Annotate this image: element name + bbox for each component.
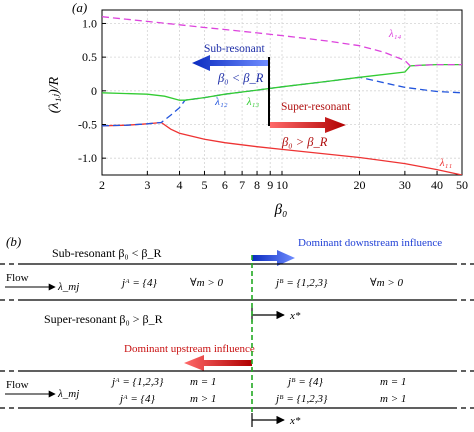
- x-tick-label: 10: [276, 178, 288, 192]
- x-tick-label: 2: [99, 178, 105, 192]
- chart-grid: [101, 10, 463, 175]
- subresonant-condition: β₀ < β_R: [217, 71, 264, 85]
- y-tick-label: 1.0: [82, 16, 97, 30]
- super-jB-1: jᴮ = {4}: [286, 376, 323, 388]
- series-label-4: λ₁₄: [388, 28, 402, 40]
- superresonant-arrow: [270, 117, 346, 133]
- superresonant-title: Super-resonant: [281, 101, 351, 113]
- x-tick-label: 4: [177, 178, 183, 192]
- subresonant-heading: Sub-resonant β₀ < β_R: [52, 246, 162, 260]
- super-jA-2: jᴬ = {4}: [118, 393, 155, 405]
- panel-b-schematic: (b) Sub-resonant β₀ < β_R Dominant downs…: [0, 234, 474, 427]
- y-tick-label: 0.5: [82, 50, 97, 64]
- sub-jB: jᴮ = {1,2,3}: [274, 277, 328, 289]
- super-m-right-1: m = 1: [380, 376, 406, 388]
- x-tick-label: 8: [254, 178, 260, 192]
- panel-a-chart: (a) 2 3 4 5 6 7 8 9 10 20 30 40 50 1.0 0.5 0 -0.5 -1.0 λ₁…: [47, 0, 468, 218]
- x-axis-label: β₀: [274, 202, 288, 218]
- super-lambda-label: λ_mj: [57, 388, 79, 400]
- upstream-arrow: [184, 355, 252, 371]
- superresonant-condition: β₀ > β_R: [281, 135, 328, 149]
- super-flow-label: Flow: [6, 379, 29, 391]
- x-tick-label: 50: [456, 178, 468, 192]
- x-tick-label: 40: [431, 178, 443, 192]
- y-axis-label: (λ₁ⱼ)/R: [47, 76, 62, 113]
- sub-forall-right: ∀m > 0: [370, 277, 404, 289]
- sub-forall-left: ∀m > 0: [190, 277, 224, 289]
- sub-lambda-label: λ_mj: [57, 281, 79, 293]
- series-label-3: λ₁₃: [246, 96, 260, 108]
- subresonant-title: Sub-resonant: [204, 43, 265, 55]
- x-tick-label: 30: [399, 178, 411, 192]
- superresonant-heading: Super-resonant β₀ > β_R: [44, 312, 163, 326]
- super-m-2: m > 1: [190, 393, 216, 405]
- y-tick-label: -1.0: [78, 151, 97, 165]
- x-tick-label: 6: [222, 178, 228, 192]
- subresonant-arrow: [192, 55, 268, 71]
- sub-xstar-label: x*: [289, 310, 301, 322]
- sub-flow-label: Flow: [6, 272, 29, 284]
- panel-b-label: (b): [6, 234, 21, 249]
- chart-ticks: [101, 22, 463, 175]
- super-m-right-2: m > 1: [380, 393, 406, 405]
- sub-jA: jᴬ = {4}: [120, 277, 157, 289]
- panel-a-label: (a): [72, 0, 87, 15]
- super-xstar-label: x*: [289, 415, 301, 427]
- super-m-1: m = 1: [190, 376, 216, 388]
- series-label-1: λ₁₁: [439, 157, 453, 169]
- x-tick-label: 7: [239, 178, 245, 192]
- x-tick-label: 5: [201, 178, 207, 192]
- chart-annotations: λ₁₁ λ₁₂ λ₁₃ λ₁₄: [214, 28, 452, 169]
- y-tick-label: 0: [91, 84, 97, 98]
- super-jA-1: jᴬ = {1,2,3}: [110, 376, 164, 388]
- x-tick-label: 20: [354, 178, 366, 192]
- downstream-arrow: [252, 250, 295, 266]
- series-line-4: [102, 16, 462, 67]
- upstream-influence-label: Dominant upstream influence: [124, 343, 255, 355]
- x-tick-label: 3: [144, 178, 150, 192]
- y-tick-label: -0.5: [78, 117, 97, 131]
- x-tick-label: 9: [267, 178, 273, 192]
- chart-tick-labels: 2 3 4 5 6 7 8 9 10 20 30 40 50 1.0 0.5 0 -0.5 -1.0: [78, 16, 468, 192]
- super-jB-2: jᴮ = {1,2,3}: [274, 393, 328, 405]
- downstream-influence-label: Dominant downstream influence: [298, 237, 442, 249]
- series-label-2: λ₁₂: [214, 96, 228, 108]
